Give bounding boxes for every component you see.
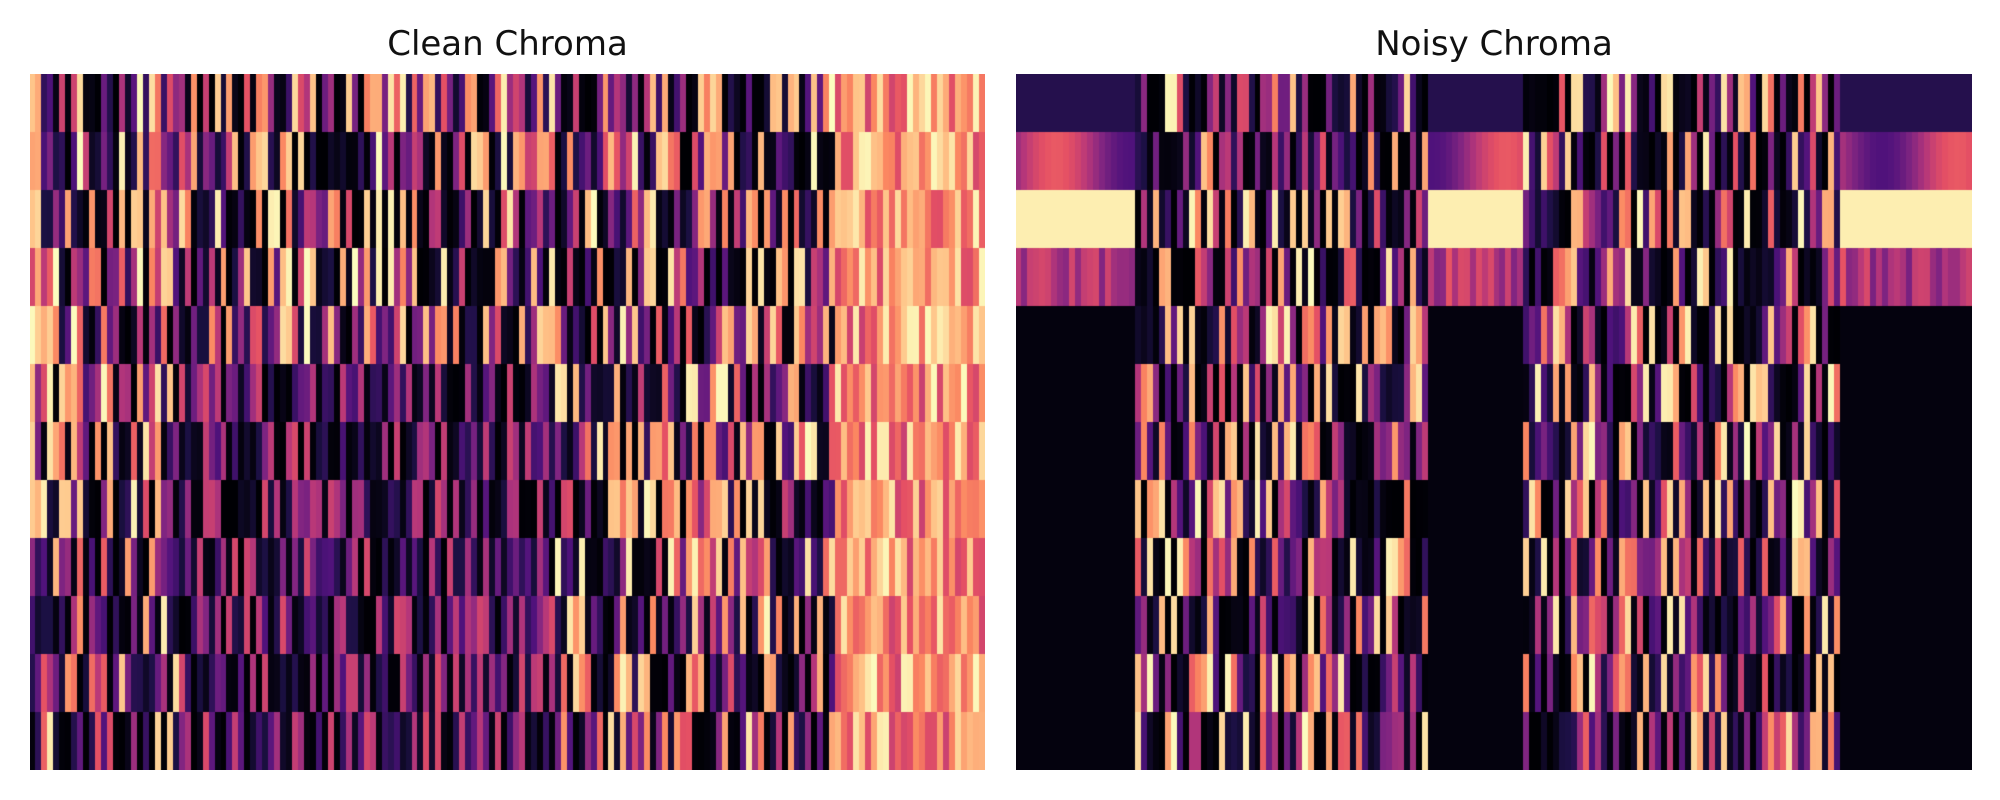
clean-chroma-title: Clean Chroma: [30, 24, 985, 64]
clean-chroma-panel: Clean Chroma: [30, 0, 1030, 800]
noisy-chroma-title: Noisy Chroma: [1016, 24, 1972, 64]
noisy-chroma-heatmap: [1016, 74, 1972, 770]
noisy-chroma-panel: Noisy Chroma: [1016, 0, 2000, 800]
noisy-chroma-canvas: [1016, 74, 1972, 770]
clean-chroma-canvas: [30, 74, 985, 770]
clean-chroma-heatmap: [30, 74, 985, 770]
